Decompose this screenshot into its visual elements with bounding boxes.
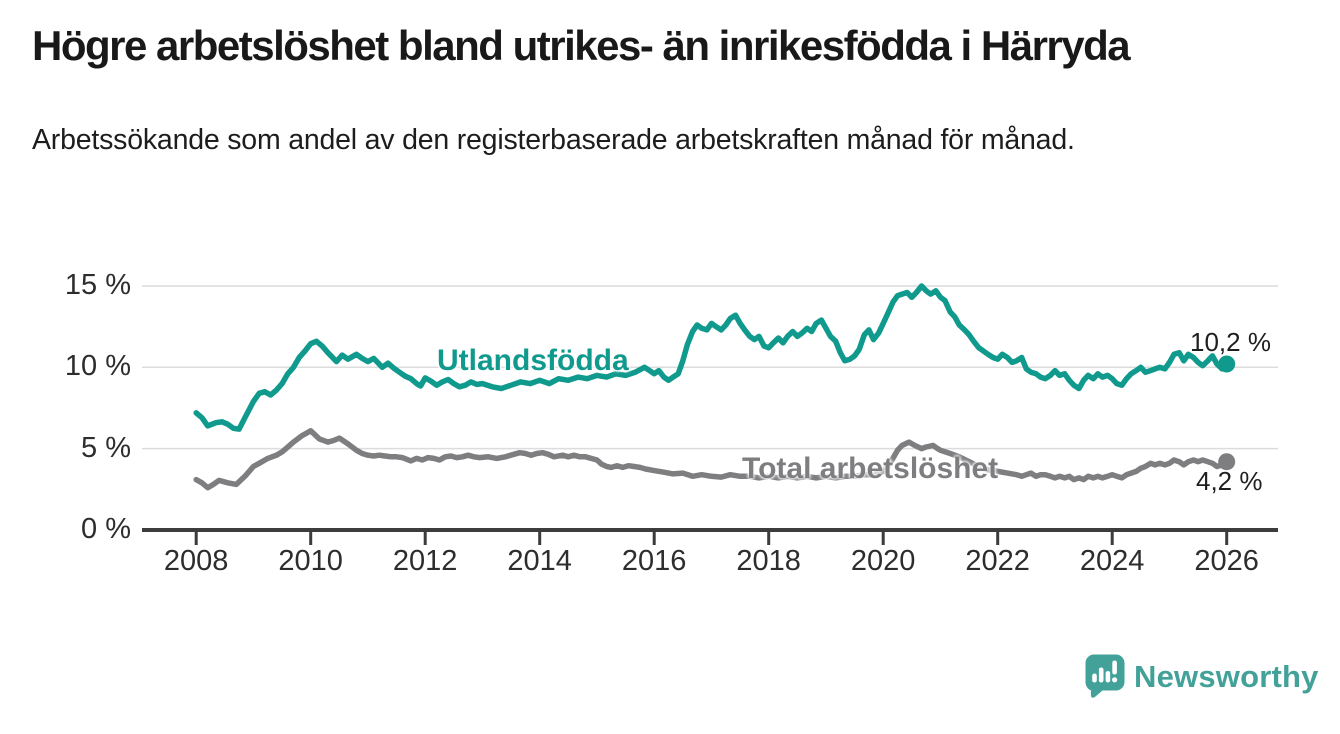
series-label-utlandsfodda: Utlandsfödda — [437, 344, 629, 377]
end-value-label-total-arbetsloshet: 4,2 % — [1196, 466, 1263, 496]
page-subtitle: Arbetssökande som andel av den registerb… — [32, 124, 1075, 156]
logo-bar-1 — [1092, 673, 1097, 683]
newsworthy-wordmark: Newsworthy — [1134, 658, 1319, 694]
logo-exclamation-bar — [1112, 660, 1117, 675]
y-axis-tick-label: 5 % — [81, 431, 131, 464]
series-label-total-arbetsloshet: Total arbetslöshet — [742, 452, 999, 485]
x-axis-tick-label: 2012 — [392, 545, 458, 577]
y-axis-tick-label: 0 % — [81, 513, 131, 545]
x-axis-tick-label: 2014 — [507, 545, 572, 577]
x-axis-tick-label: 2018 — [736, 545, 801, 577]
x-axis-tick-label: 2026 — [1194, 545, 1259, 577]
x-axis-tick-label: 2024 — [1079, 545, 1145, 577]
x-axis-tick-label: 2016 — [621, 545, 687, 577]
x-axis-tick-label: 2022 — [965, 545, 1030, 577]
y-axis-tick-label: 10 % — [64, 350, 131, 383]
chart-canvas — [142, 283, 1278, 545]
end-value-label-utlandsfodda: 10,2 % — [1190, 327, 1271, 357]
x-axis-tick-label: 2008 — [163, 545, 229, 577]
newsworthy-logo: Newsworthy — [1085, 654, 1319, 699]
speech-bubble-shape — [1085, 654, 1125, 698]
x-axis-tick-label: 2010 — [278, 545, 343, 577]
page-title: Högre arbetslöshet bland utrikes- än inr… — [32, 22, 1131, 69]
logo-exclamation-dot — [1112, 677, 1118, 683]
newsworthy-icon — [1085, 654, 1125, 698]
logo-bar-3 — [1105, 671, 1111, 683]
y-axis-tick-label: 15 % — [64, 268, 131, 301]
logo-bar-2 — [1098, 667, 1104, 683]
x-axis-tick-label: 2020 — [850, 545, 916, 577]
